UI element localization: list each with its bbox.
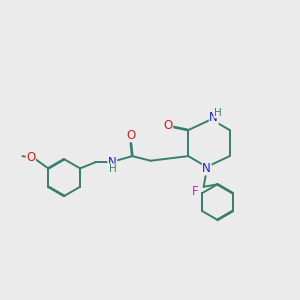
Text: H: H [214,108,222,118]
Text: F: F [192,185,199,198]
Text: O: O [26,151,35,164]
Text: O: O [164,119,173,132]
Text: N: N [202,162,211,175]
Text: N: N [209,111,218,124]
Text: O: O [126,129,135,142]
Text: H: H [109,164,116,174]
Text: N: N [108,156,117,169]
